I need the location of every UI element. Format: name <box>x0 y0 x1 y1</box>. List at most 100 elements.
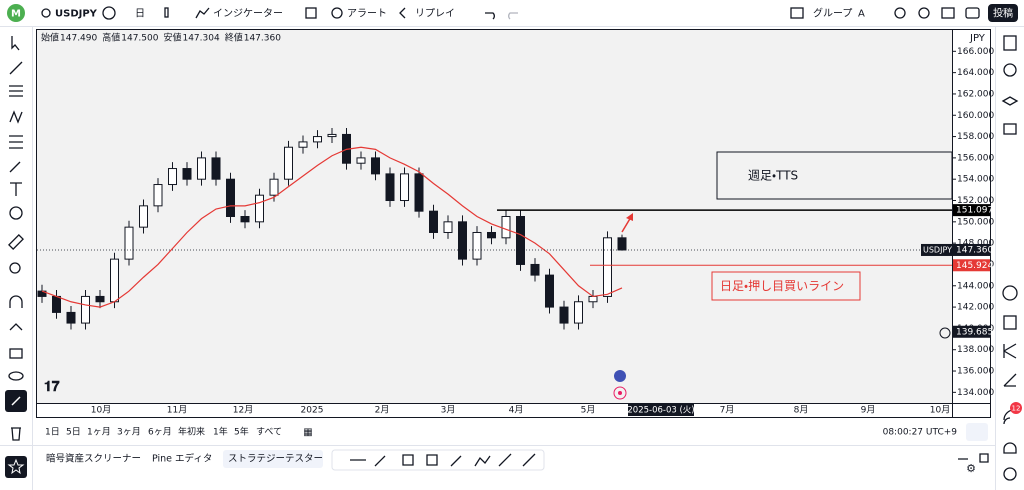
candle-body <box>617 237 627 251</box>
range-button[interactable]: 3ヶ月 <box>117 427 141 438</box>
cursor-label: 2025-06-03 (火) <box>627 406 694 416</box>
candle-body <box>81 295 90 324</box>
text-tool[interactable] <box>10 182 22 196</box>
x-tick-label: 10月 <box>91 405 111 416</box>
axis-settings[interactable] <box>966 423 988 441</box>
y-tick-label: 162.000 <box>957 89 994 99</box>
event-flag[interactable] <box>614 370 626 382</box>
panel-tab[interactable]: 暗号資産スクリーナー <box>46 453 141 465</box>
clock: 08:00:27 UTC+9 <box>883 428 958 438</box>
delete-tool[interactable] <box>11 427 21 441</box>
candle-body <box>530 263 540 276</box>
lock-tool[interactable] <box>9 348 23 359</box>
replay[interactable]: リプレイ <box>415 8 455 20</box>
group-letter[interactable]: A <box>858 9 865 20</box>
favorites-tool[interactable] <box>5 456 27 478</box>
replay-icon[interactable] <box>399 7 406 19</box>
alert-icon[interactable] <box>331 7 343 19</box>
add-symbol-icon[interactable] <box>102 6 116 20</box>
quick-search-icon[interactable] <box>894 7 906 19</box>
candle-body <box>197 157 206 180</box>
stream-icon[interactable] <box>1003 373 1017 387</box>
panel-tab[interactable]: Pine エディタ <box>152 453 212 465</box>
forecast-tool[interactable] <box>9 135 23 149</box>
emoji-tool[interactable] <box>9 206 23 220</box>
alerts-icon[interactable] <box>1003 63 1017 77</box>
calendar-icon[interactable] <box>1003 315 1017 330</box>
symbol[interactable]: USDJPY <box>55 9 98 20</box>
ruler-tool[interactable] <box>8 234 24 250</box>
publish-button[interactable] <box>988 4 1018 22</box>
candle-body <box>588 295 598 303</box>
templates-icon[interactable] <box>305 7 317 19</box>
marker-plus[interactable] <box>939 327 951 339</box>
candle-body <box>124 226 134 260</box>
layout-icon[interactable] <box>790 7 804 19</box>
notifications-icon[interactable] <box>1003 442 1017 454</box>
candle-body <box>66 311 76 324</box>
trendline-tool[interactable] <box>9 61 23 75</box>
watchlist-icon[interactable] <box>1003 35 1017 51</box>
active-tab-bg <box>223 450 323 468</box>
range-button[interactable]: 1日 <box>45 427 60 438</box>
candle-body <box>226 178 235 217</box>
help-icon[interactable] <box>1003 467 1017 481</box>
pattern-tool[interactable] <box>9 110 23 124</box>
candle-body <box>385 173 395 202</box>
avatar[interactable] <box>7 4 25 22</box>
avatar-letter: M <box>11 9 21 20</box>
chat-icon[interactable] <box>1003 123 1017 135</box>
panel-controls[interactable] <box>958 453 989 463</box>
y-tick-label: 156.000 <box>957 153 994 163</box>
range-button[interactable]: 6ヶ月 <box>148 427 172 438</box>
settings-gear[interactable]: ⚙ <box>966 462 976 475</box>
group[interactable]: グループ <box>813 7 852 20</box>
visibility-tool[interactable] <box>8 371 24 381</box>
event-dividend[interactable] <box>613 386 627 400</box>
link-icon <box>11 396 21 406</box>
range-button[interactable]: 1年 <box>213 426 228 438</box>
x-tick-label: 9月 <box>861 405 876 416</box>
date-range-icon[interactable]: ▦ <box>303 427 312 438</box>
price-tag: 151.097 <box>956 206 993 216</box>
tree-icon[interactable] <box>1003 343 1017 359</box>
interval[interactable]: 日 <box>135 9 145 20</box>
candle-body <box>52 295 61 313</box>
range-button[interactable]: 1ヶ月 <box>87 427 111 438</box>
fib-tool[interactable] <box>9 85 23 97</box>
indicator-icon[interactable] <box>195 7 210 19</box>
cursor-label-bg <box>628 403 694 416</box>
redo-icon[interactable] <box>508 12 518 20</box>
panel-tab[interactable]: ストラテジーテスター <box>228 454 323 465</box>
brush-tool[interactable] <box>9 161 21 173</box>
undo-icon[interactable] <box>485 12 495 20</box>
range-button[interactable]: 5年 <box>234 426 249 438</box>
cursor-tool[interactable] <box>11 36 20 51</box>
candle-body <box>603 237 612 297</box>
range-button[interactable]: すべて <box>256 427 282 438</box>
range-button[interactable]: 5日 <box>66 427 81 438</box>
fullscreen-icon[interactable] <box>941 7 955 19</box>
legend-label: 高値 <box>102 32 120 44</box>
candle-body <box>574 301 583 324</box>
layers-icon[interactable] <box>1001 96 1019 106</box>
tv-logo: 𝟏𝟕 <box>44 379 60 395</box>
snapshot-icon[interactable] <box>965 7 980 19</box>
drawing-tools[interactable] <box>350 453 536 467</box>
candle-body <box>211 157 221 180</box>
lock-drawing-tool[interactable] <box>9 323 23 331</box>
target-icon[interactable] <box>1002 285 1018 301</box>
chart-type-icon[interactable] <box>164 7 169 18</box>
indicators[interactable]: インジケーター <box>213 8 283 20</box>
zoom-tool[interactable] <box>9 262 21 274</box>
search-icon[interactable] <box>41 8 51 18</box>
x-tick-label: 3月 <box>441 405 456 416</box>
settings-icon[interactable] <box>918 7 930 19</box>
y-tick-label: 164.000 <box>957 68 994 78</box>
chart-frame <box>36 29 991 418</box>
alert[interactable]: アラート <box>347 8 387 20</box>
x-tick-label: 10月 <box>930 405 950 416</box>
candle-body <box>501 216 511 239</box>
magnet-tool[interactable] <box>9 295 23 308</box>
range-button[interactable]: 年初来 <box>178 426 205 438</box>
